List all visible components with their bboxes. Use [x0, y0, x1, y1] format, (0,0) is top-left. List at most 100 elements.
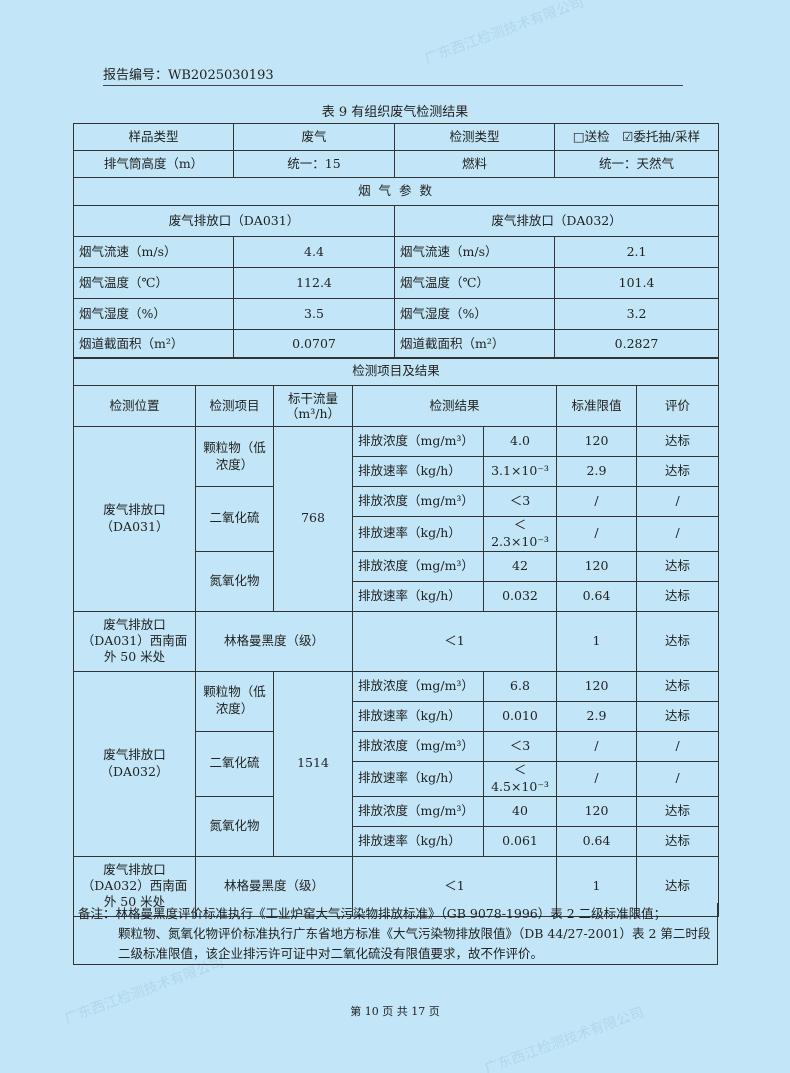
result-metric: 排放浓度（mg/m³）: [352, 730, 484, 762]
param-label: 烟气湿度（%）: [73, 298, 234, 330]
result-metric: 排放速率（kg/h）: [352, 760, 484, 797]
remark-line: 颗粒物、氮氧化物评价标准执行广东省地方标准《大气污染物排放限值》（DB 44/2…: [118, 926, 711, 961]
report-number: 报告编号：WB2025030193: [103, 64, 683, 86]
table-row: 排放速率（kg/h） ＜2.3×10⁻³ / /: [74, 516, 720, 552]
standard-limit: 2.9: [556, 456, 637, 487]
param-label: 烟气湿度（%）: [394, 298, 555, 330]
result-metric: 排放浓度（mg/m³）: [352, 550, 484, 582]
label: 样品类型: [73, 123, 234, 151]
standard-limit: 0.64: [556, 580, 637, 612]
value: 统一：天然气: [554, 150, 719, 178]
standard-limit: 120: [556, 426, 637, 457]
param-value: 101.4: [553, 267, 720, 299]
evaluation: /: [635, 760, 720, 797]
evaluation: 达标: [635, 825, 720, 857]
flow-rate: 1514: [273, 670, 353, 857]
result-value: ＜1: [352, 855, 557, 917]
evaluation: /: [635, 486, 720, 517]
standard-limit: 120: [556, 550, 637, 582]
param-value: 0.2827: [553, 329, 720, 359]
evaluation: 达标: [635, 670, 720, 702]
evaluation: 达标: [635, 580, 720, 612]
result-metric: 排放速率（kg/h）: [352, 456, 484, 487]
table-row: 废气排放口（DA031） 颗粒物（低浓度） 768 排放浓度（mg/m³） 4.0 120…: [73, 426, 720, 612]
table-row: 二氧化硫 排放浓度（mg/m³） ＜3//: [74, 486, 720, 552]
param-row: 烟气流速（m/s） 4.4 烟气流速（m/s） 2.1: [73, 236, 720, 268]
evaluation: 达标: [635, 610, 720, 672]
param-row: 烟气湿度（%） 3.5 烟气湿度（%） 3.2: [73, 298, 720, 330]
outlet-heading: 废气排放口（DA032）: [393, 205, 720, 237]
table-row: 排放速率（kg/h） 0.010 2.9 达标: [74, 700, 720, 732]
result-value: 0.010: [483, 700, 557, 732]
table-row: 废气排放口（DA032） 颗粒物（低浓度） 1514 排放浓度（mg/m³） 6.8 12…: [73, 670, 720, 857]
column-header: 检测项目: [195, 385, 274, 427]
param-label: 烟气温度（℃）: [394, 267, 555, 299]
evaluation: 达标: [635, 456, 720, 487]
result-value: ＜2.3×10⁻³: [483, 516, 557, 552]
result-value: ＜3: [483, 730, 557, 762]
table-row: 排放速率（kg/h） 3.1×10⁻³ 2.9 达标: [74, 456, 720, 487]
test-item: 氮氧化物: [195, 550, 274, 612]
result-metric: 排放浓度（mg/m³）: [352, 486, 484, 517]
label: 排气筒高度（m）: [73, 150, 234, 178]
standard-limit: 1: [556, 855, 637, 917]
test-item: 二氧化硫: [195, 730, 274, 797]
evaluation: /: [635, 516, 720, 552]
param-value: 2.1: [553, 236, 720, 268]
result-value: 42: [483, 550, 557, 582]
table-caption: 表 9 有组织废气检测结果: [321, 105, 469, 120]
label: 检测类型: [394, 123, 555, 151]
param-value: 3.2: [553, 298, 720, 330]
ringelmann-row: 废气排放口（DA032）西南面外 50 米处 林格曼黑度（级） ＜1 1 达标: [73, 855, 720, 917]
standard-limit: 1: [556, 610, 637, 672]
param-value: 112.4: [233, 267, 395, 299]
column-header: 标干流量（m³/h）: [273, 385, 353, 427]
result-value: 0.032: [483, 580, 557, 612]
table-row: 氮氧化物 排放浓度（mg/m³） 40 120 达标: [74, 795, 720, 857]
table-row: 排放速率（kg/h） ＜4.5×10⁻³ / /: [74, 760, 720, 797]
column-header: 评价: [635, 385, 720, 427]
outlet-heading: 废气排放口（DA031）: [73, 205, 395, 237]
section-title: 检测项目及结果: [72, 357, 720, 386]
evaluation: /: [635, 730, 720, 762]
location: 废气排放口（DA031）西南面外 50 米处: [73, 610, 196, 672]
param-label: 烟气流速（m/s）: [394, 236, 555, 268]
param-value: 3.5: [233, 298, 395, 330]
result-value: ＜1: [352, 610, 557, 672]
test-item: 二氧化硫: [195, 486, 274, 552]
test-item: 氮氧化物: [195, 795, 274, 857]
param-label: 烟气温度（℃）: [73, 267, 234, 299]
param-label: 烟道截面积（m²）: [394, 329, 555, 359]
results-table: 检测项目及结果 检测位置 检测项目 标干流量（m³/h） 检测结果 标准限值 评…: [72, 357, 720, 917]
standard-limit: 0.64: [556, 825, 637, 857]
test-item: 林格曼黑度（级）: [195, 610, 353, 672]
column-header: 标准限值: [556, 385, 637, 427]
page-number: 第 10 页 共 17 页: [350, 1005, 440, 1018]
param-label: 烟气流速（m/s）: [73, 236, 234, 268]
evaluation: 达标: [635, 795, 720, 827]
value: 统一：15: [233, 150, 395, 178]
location: 废气排放口（DA031）: [73, 426, 196, 612]
standard-limit: /: [556, 486, 637, 517]
column-header: 检测位置: [73, 385, 196, 427]
result-metric: 排放速率（kg/h）: [352, 516, 484, 552]
result-value: 3.1×10⁻³: [483, 456, 557, 487]
evaluation: 达标: [635, 855, 720, 917]
test-type-checkboxes: □送检 ☑委托抽/采样: [554, 123, 719, 151]
result-metric: 排放速率（kg/h）: [352, 825, 484, 857]
standard-limit: /: [556, 516, 637, 552]
standard-limit: 2.9: [556, 700, 637, 732]
location: 废气排放口（DA032）: [73, 670, 196, 857]
remark-line: 备注：林格曼黑度评价标准执行《工业炉窑大气污染物排放标准》（GB 9078-19…: [78, 906, 667, 921]
flue-gas-params-table: 烟 气 参 数 废气排放口（DA031） 废气排放口（DA032） 烟气流速（m/…: [72, 177, 720, 359]
result-value: ＜3: [483, 486, 557, 517]
section-title: 烟 气 参 数: [72, 177, 720, 206]
evaluation: 达标: [635, 700, 720, 732]
test-item: 颗粒物（低浓度）: [195, 670, 274, 732]
flow-rate: 768: [273, 426, 353, 612]
sample-info-table: 样品类型 废气 检测类型 □送检 ☑委托抽/采样 排气筒高度（m） 统一：15 燃料 统一：…: [73, 123, 719, 178]
evaluation: 达标: [635, 426, 720, 457]
param-value: 4.4: [233, 236, 395, 268]
result-value: 6.8: [483, 670, 557, 702]
